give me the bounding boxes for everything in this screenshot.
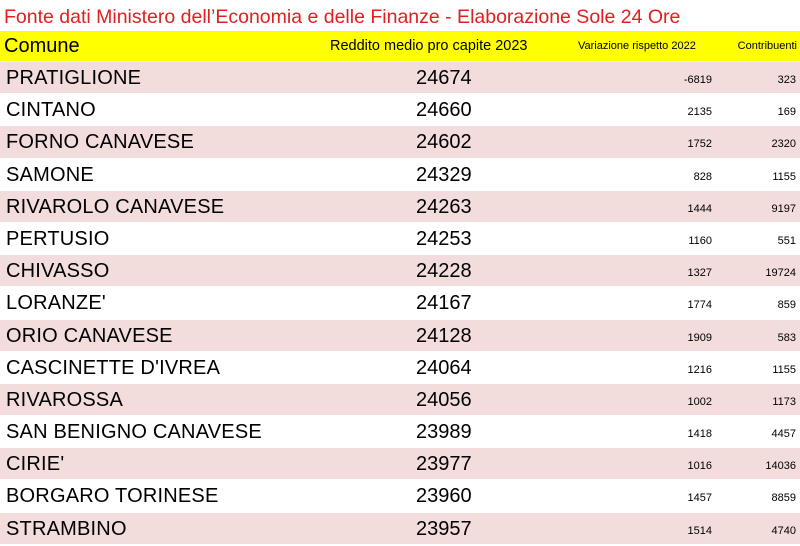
cell-contribuenti: 4457 [771,428,796,441]
cell-contribuenti: 323 [777,74,796,86]
cell-variazione: 1774 [687,299,712,312]
cell-comune: BORGARO TORINESE [6,485,219,508]
cell-contribuenti: 583 [777,331,796,344]
table-row: ORIO CANAVESE 24128 1909 583 [0,318,800,351]
cell-reddito: 24602 [416,131,472,154]
cell-reddito: 24064 [416,356,472,379]
cell-variazione: 1418 [687,428,712,441]
cell-variazione: 1002 [687,395,712,408]
table-row: PERTUSIO 24253 1160 551 [0,221,800,254]
cell-contribuenti: 2320 [771,138,796,151]
cell-comune: STRAMBINO [6,517,127,540]
cell-contribuenti: 1173 [772,395,796,408]
table-row: RIVAROLO CANAVESE 24263 1444 9197 [0,189,800,222]
cell-variazione: 1514 [687,524,712,537]
header-contribuenti: Contribuenti [737,40,797,52]
cell-contribuenti: 4740 [771,524,796,537]
cell-reddito: 24128 [416,324,472,347]
cell-comune: RIVAROLO CANAVESE [6,195,225,218]
cell-reddito: 23977 [416,453,472,476]
cell-contribuenti: 9197 [771,202,796,215]
cell-comune: SAN BENIGNO CANAVESE [6,421,262,444]
table-row: STRAMBINO 23957 1514 4740 [0,511,800,544]
cell-reddito: 24329 [416,163,472,186]
cell-variazione: -6819 [683,74,712,86]
cell-comune: PRATIGLIONE [6,67,142,89]
table-row: PRATIGLIONE 24674 -6819 323 [0,61,800,94]
cell-contribuenti: 169 [777,106,796,119]
cell-comune: ORIO CANAVESE [6,324,173,347]
table-row: SAN BENIGNO CANAVESE 23989 1418 4457 [0,415,800,447]
cell-variazione: 1327 [687,267,712,280]
table-row: CHIVASSO 24228 1327 19724 [0,254,800,287]
cell-reddito: 23989 [416,421,472,444]
cell-contribuenti: 8859 [771,492,796,505]
table-row: SAMONE 24329 828 1155 [0,157,800,190]
cell-reddito: 24674 [416,67,472,89]
cell-comune: CHIVASSO [6,260,110,283]
cell-variazione: 1016 [687,460,712,473]
cell-reddito: 24056 [416,388,472,411]
cell-comune: RIVAROSSA [6,388,124,411]
table-row: FORNO CANAVESE 24602 1752 2320 [0,125,800,158]
cell-variazione: 1216 [687,363,712,376]
cell-comune: SAMONE [6,163,94,186]
cell-contribuenti: 1155 [772,363,796,376]
cell-variazione: 1752 [687,138,712,151]
table-row: CINTANO 24660 2135 169 [0,93,800,125]
cell-variazione: 2135 [687,106,712,119]
cell-reddito: 24660 [416,99,472,122]
cell-reddito: 24263 [416,195,472,218]
cell-variazione: 1160 [688,234,712,247]
table-row: CIRIE' 23977 1016 14036 [0,447,800,480]
income-table: Comune Reddito medio pro capite 2023 Var… [0,31,800,544]
cell-comune: CASCINETTE D'IVREA [6,356,221,379]
table-row: LORANZE' 24167 1774 859 [0,286,800,318]
cell-contribuenti: 859 [777,299,796,312]
table-header-row: Comune Reddito medio pro capite 2023 Var… [0,31,800,61]
cell-reddito: 23960 [416,485,472,508]
cell-contribuenti: 1155 [772,170,796,183]
source-title: Fonte dati Ministero dell’Economia e del… [4,6,681,28]
cell-contribuenti: 19724 [765,267,796,280]
cell-variazione: 1909 [687,331,712,344]
cell-variazione: 1444 [687,202,712,215]
table-row: BORGARO TORINESE 23960 1457 8859 [0,479,800,511]
cell-comune: PERTUSIO [6,227,110,250]
cell-comune: CINTANO [6,99,96,122]
header-reddito: Reddito medio pro capite 2023 [330,38,528,54]
cell-reddito: 24228 [416,260,472,283]
cell-comune: LORANZE' [6,292,106,315]
table-body: PRATIGLIONE 24674 -6819 323 CINTANO 24660 2135… [0,61,800,544]
cell-variazione: 1457 [687,492,712,505]
cell-contribuenti: 551 [777,234,796,247]
cell-contribuenti: 14036 [765,460,796,473]
cell-reddito: 24167 [416,292,472,315]
cell-reddito: 23957 [416,517,472,540]
cell-comune: CIRIE' [6,453,65,476]
cell-reddito: 24253 [416,227,472,250]
header-variazione: Variazione rispetto 2022 [578,40,696,52]
cell-comune: FORNO CANAVESE [6,131,195,154]
cell-variazione: 828 [693,170,712,183]
table-row: RIVAROSSA 24056 1002 1173 [0,382,800,416]
table-row: CASCINETTE D'IVREA 24064 1216 1155 [0,350,800,383]
header-comune: Comune [4,35,80,57]
